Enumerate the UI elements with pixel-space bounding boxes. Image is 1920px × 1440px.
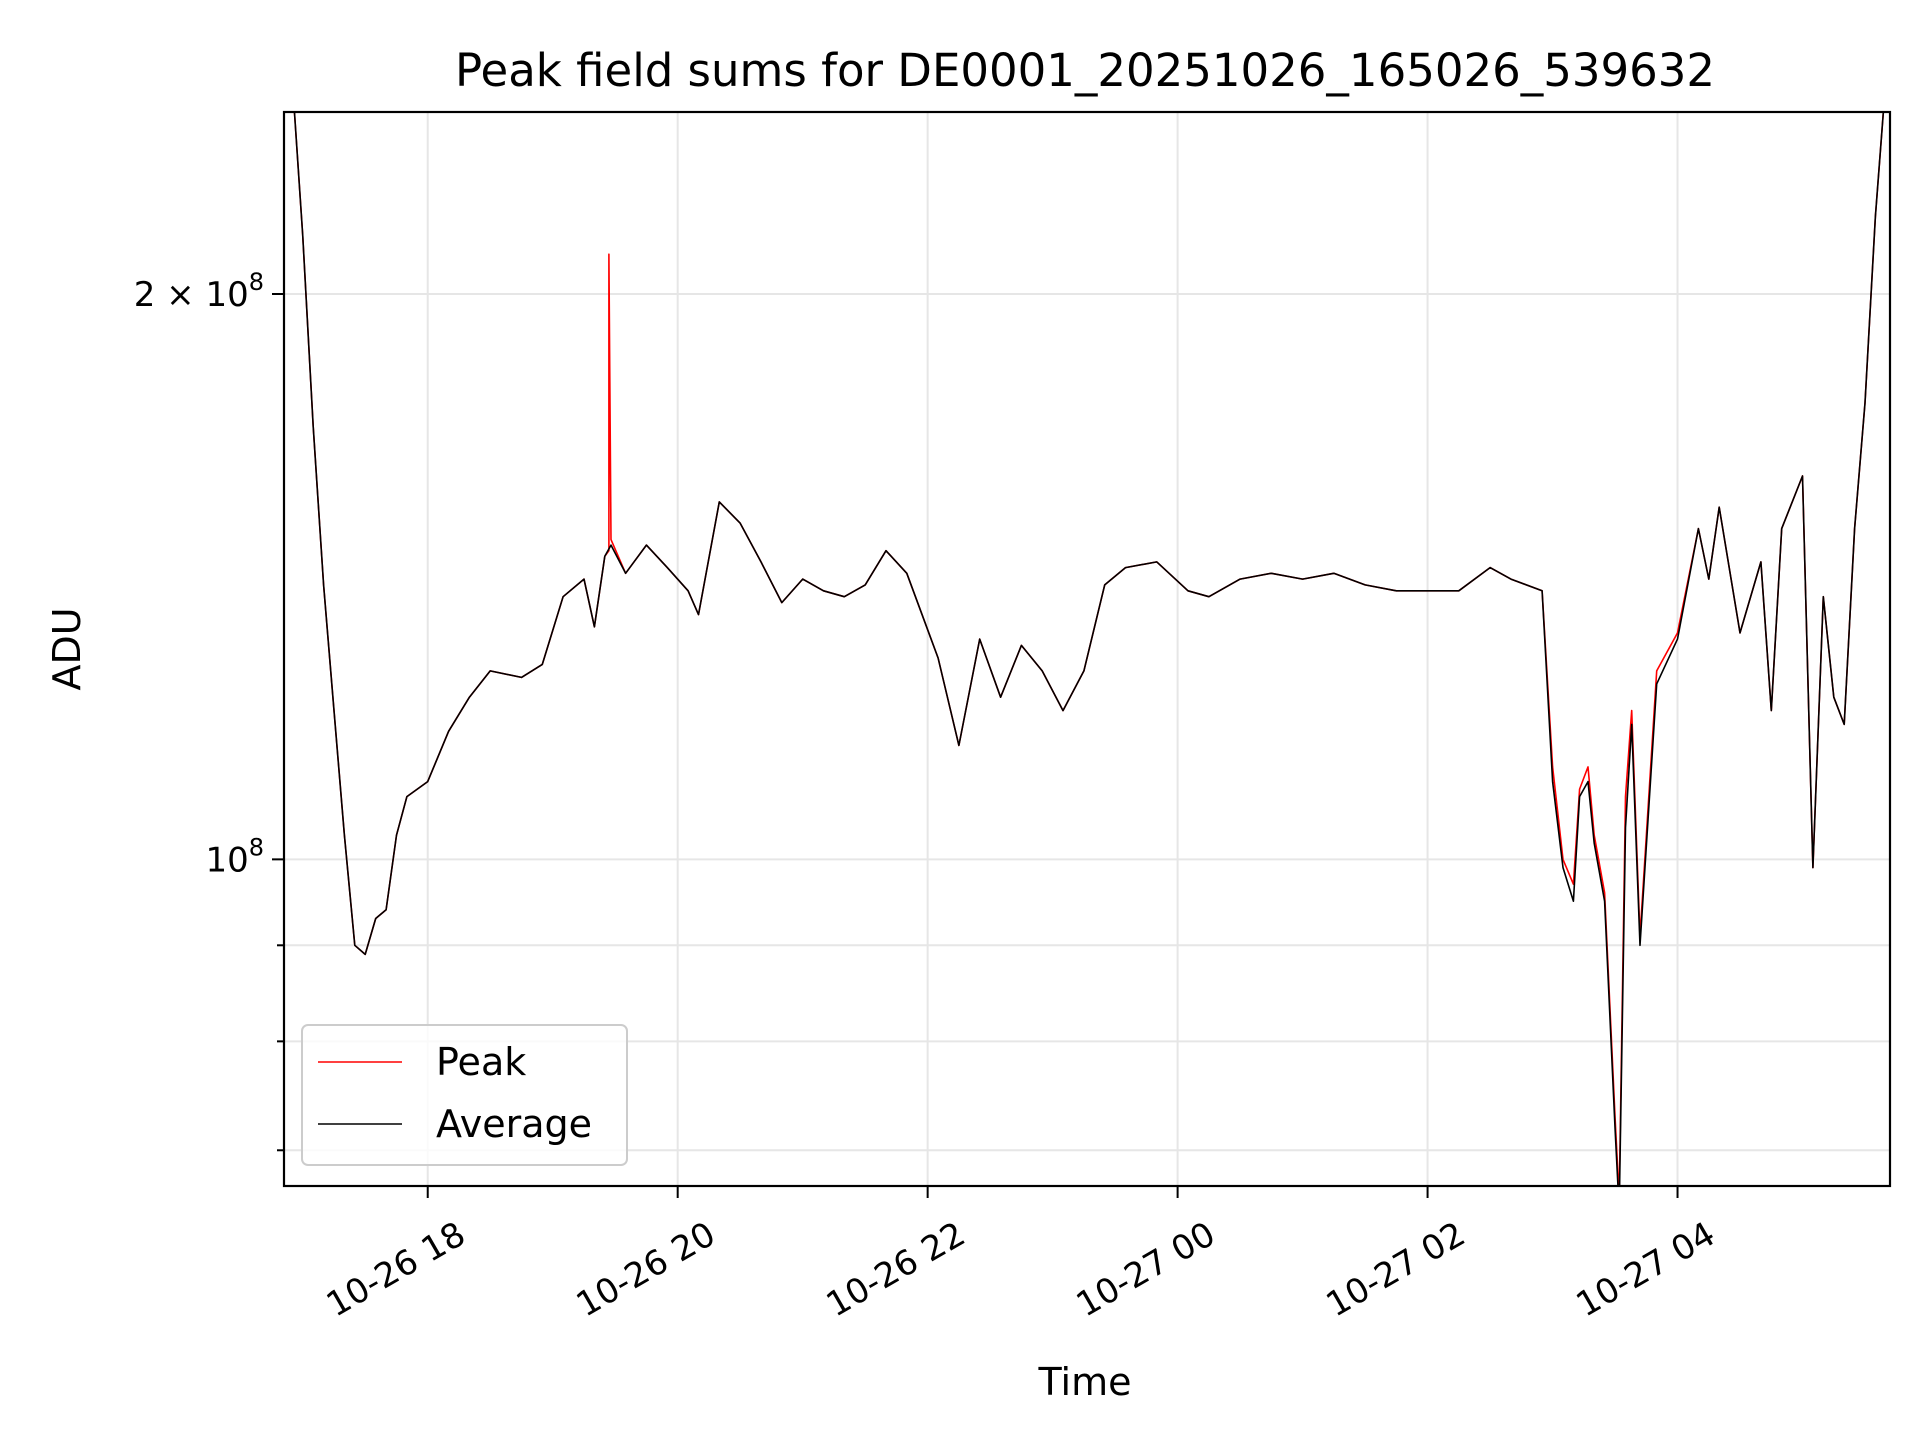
y-tick-label: 108 [205,833,264,880]
legend-label-average: Average [436,1102,592,1146]
legend-label-peak: Peak [436,1040,526,1084]
legend: Peak Average [301,1024,628,1166]
series-line-average [293,112,1885,1186]
y-tick-label: 2 × 108 [134,268,264,315]
x-axis-label: Time [1038,1360,1132,1404]
legend-box [301,1024,628,1166]
plot-area-frame [282,110,1892,1188]
y-axis-label: ADU [45,607,89,690]
chart-title: Peak field sums for DE0001_20251026_1650… [455,44,1715,97]
series-layer [293,112,1885,1186]
